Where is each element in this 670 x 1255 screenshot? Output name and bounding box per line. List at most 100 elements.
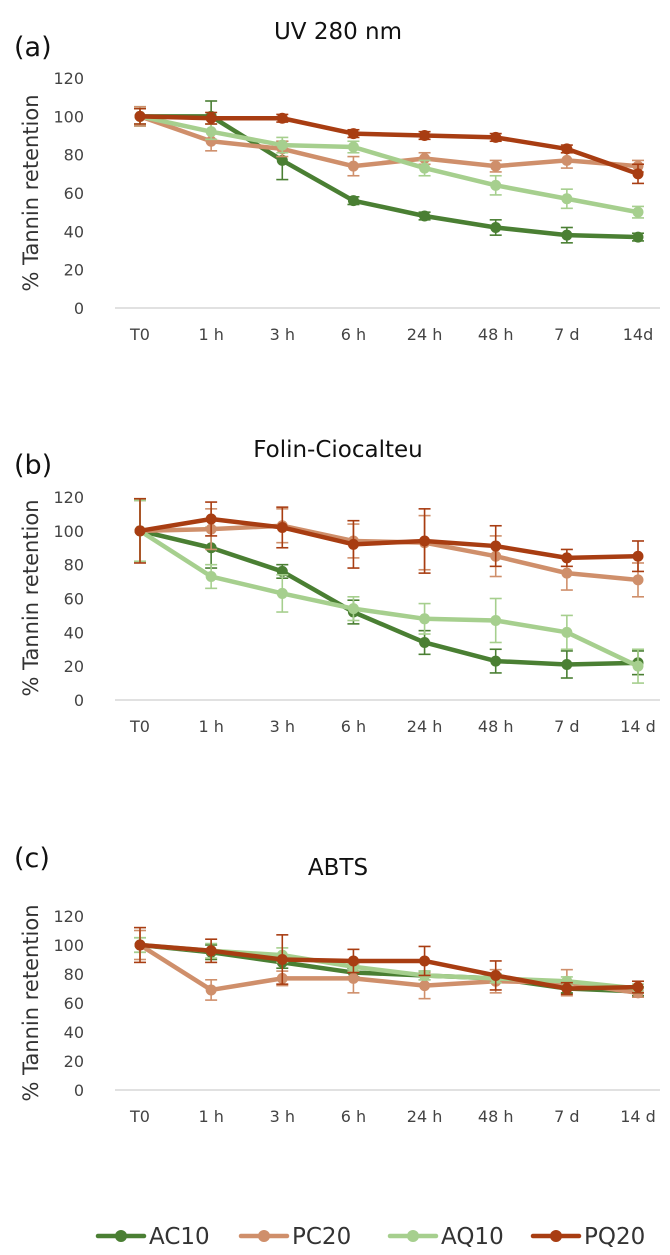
y-tick-label: 80: [64, 556, 84, 575]
data-point: [205, 112, 217, 124]
x-tick-label: 6 h: [341, 325, 366, 344]
x-tick-label: 24 h: [407, 1107, 443, 1126]
x-tick-label: 24 h: [407, 717, 443, 736]
x-tick-label: T0: [129, 1107, 150, 1126]
panel-letter: (c): [14, 843, 50, 874]
data-point: [490, 179, 502, 191]
data-point: [632, 550, 644, 562]
legend-label: AQ10: [441, 1224, 504, 1250]
x-tick-label: 7 d: [554, 325, 579, 344]
y-tick-label: 60: [64, 994, 84, 1013]
x-tick-label: 1 h: [198, 1107, 223, 1126]
panel-a: (a) UV 280 nm % Tannin retention 0 20 40 60 80 1…: [14, 19, 660, 344]
data-point: [561, 193, 573, 205]
x-tick-label: 14 d: [620, 1107, 656, 1126]
legend-label: PQ20: [584, 1224, 645, 1250]
data-point: [347, 160, 359, 172]
data-point: [490, 540, 502, 552]
x-tick-label: 48 h: [478, 717, 514, 736]
data-point: [134, 110, 146, 122]
series-line: [137, 942, 641, 991]
panel-letter: (b): [14, 450, 52, 481]
series-line: [137, 516, 641, 561]
y-tick-label: 0: [74, 1081, 84, 1100]
data-point: [347, 955, 359, 967]
x-tick-label: 3 h: [270, 325, 295, 344]
data-point: [632, 231, 644, 243]
x-tick-label: 1 h: [198, 717, 223, 736]
y-tick-label: 0: [74, 691, 84, 710]
data-point: [347, 603, 359, 615]
data-point: [419, 980, 431, 992]
legend: AC10 PC20 AQ10 PQ20: [95, 1224, 645, 1250]
x-tick-label: 3 h: [270, 1107, 295, 1126]
series-pq20: [134, 497, 644, 574]
data-point: [419, 162, 431, 174]
panel-b: (b) Folin-Ciocalteu % Tannin retention 0 20 4…: [14, 437, 660, 736]
series-line: [137, 114, 641, 215]
x-tick-label: 14 d: [620, 717, 656, 736]
data-point: [561, 658, 573, 670]
x-tick-label: 6 h: [341, 1107, 366, 1126]
data-point: [490, 655, 502, 667]
data-point: [347, 141, 359, 153]
data-point: [419, 955, 431, 967]
series-line: [137, 528, 641, 667]
data-point: [205, 945, 217, 957]
data-point: [419, 636, 431, 648]
data-point: [276, 587, 288, 599]
y-tick-label: 20: [64, 1052, 84, 1071]
series-pq20: [134, 926, 644, 996]
data-point: [561, 626, 573, 638]
y-tick-label: 80: [64, 965, 84, 984]
x-tick-label: 7 d: [554, 717, 579, 736]
data-point: [561, 143, 573, 155]
data-point: [561, 552, 573, 564]
data-point: [561, 229, 573, 241]
series-line: [137, 114, 641, 177]
y-tick-label: 20: [64, 261, 84, 280]
legend-item-ac10: AC10: [95, 1224, 210, 1250]
data-point: [276, 154, 288, 166]
legend-item-pq20: PQ20: [530, 1224, 645, 1250]
x-tick-label: T0: [129, 717, 150, 736]
chart-title: ABTS: [308, 855, 368, 881]
data-point: [490, 160, 502, 172]
data-point: [347, 538, 359, 550]
data-point: [276, 521, 288, 533]
y-axis-label: % Tannin retention: [19, 904, 43, 1101]
y-tick-label: 100: [53, 522, 84, 541]
data-point: [205, 571, 217, 583]
data-point: [490, 969, 502, 981]
series-line: [137, 528, 641, 669]
data-point: [419, 535, 431, 547]
data-point: [490, 131, 502, 143]
data-point: [276, 954, 288, 965]
panel-letter: (a): [14, 32, 52, 63]
data-point: [347, 195, 359, 207]
y-tick-label: 100: [53, 107, 84, 126]
y-tick-label: 40: [64, 1023, 84, 1042]
chart-title: UV 280 nm: [274, 19, 402, 45]
data-point: [205, 984, 217, 996]
data-point: [632, 206, 644, 218]
series-pq20: [134, 107, 644, 185]
y-tick-label: 60: [64, 590, 84, 609]
x-tick-label: 7 d: [554, 1107, 579, 1126]
x-tick-label: 6 h: [341, 717, 366, 736]
y-tick-label: 120: [53, 69, 84, 88]
data-point: [561, 154, 573, 166]
series-line: [137, 114, 641, 240]
y-tick-label: 120: [53, 488, 84, 507]
data-point: [205, 126, 217, 138]
legend-label: AC10: [149, 1224, 210, 1250]
y-tick-label: 120: [53, 907, 84, 926]
data-point: [561, 983, 573, 994]
data-point: [419, 130, 431, 141]
data-point: [419, 613, 431, 625]
y-tick-label: 40: [64, 222, 84, 241]
data-point: [134, 939, 146, 951]
y-tick-label: 40: [64, 623, 84, 642]
legend-item-pc20: PC20: [238, 1224, 351, 1250]
data-point: [632, 168, 644, 180]
